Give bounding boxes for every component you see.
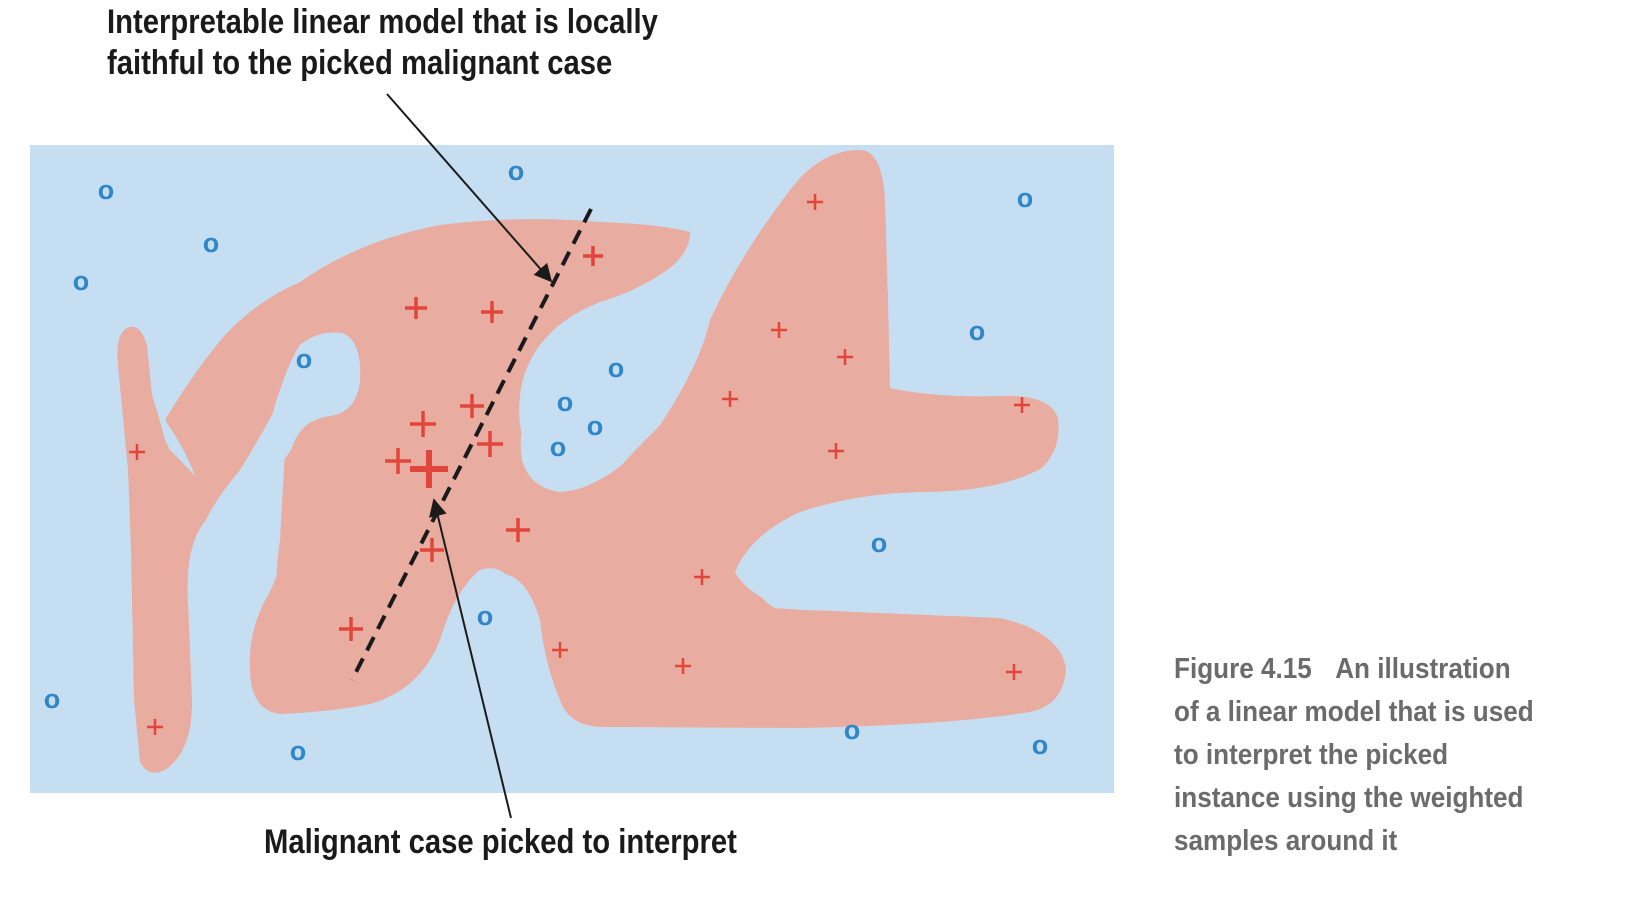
malignant-marker [552,642,568,658]
benign-marker: o [969,316,986,346]
malignant-marker [481,301,503,323]
benign-marker: o [73,266,90,296]
caption-text-1: An illustration [1335,653,1511,685]
picked-malignant-case-marker [410,450,448,488]
malignant-marker [477,431,503,457]
figure-caption: Figure 4.15 An illustration of a linear m… [1174,648,1634,863]
picked-case-arrow [429,498,512,819]
benign-marker: o [587,411,604,441]
malignant-marker [506,518,530,542]
malignant-marker [129,444,145,460]
malignant-marker [694,569,710,585]
linear-model-annotation: Interpretable linear model that is local… [107,2,827,84]
benign-marker: o [44,684,61,714]
benign-marker: o [290,736,307,766]
benign-marker: o [844,715,861,745]
malignant-marker [583,246,603,266]
malignant-marker [1006,664,1022,680]
malignant-marker [147,719,163,735]
malignant-marker [460,394,484,418]
local-linear-model-boundary [350,208,593,681]
malignant-marker [1014,397,1030,413]
malignant-marker [828,443,844,459]
malignant-marker [385,448,411,474]
malignant-marker [722,391,738,407]
caption-line-3: to interpret the picked [1174,739,1449,771]
linear-model-annotation-line-1: Interpretable linear model that is local… [107,3,658,41]
benign-marker: o [871,528,888,558]
figure-label: Figure 4.15 [1174,653,1312,685]
benign-markers: o o o o o o o o o o o o o o o o o [44,156,1049,766]
malignant-marker [410,411,436,437]
benign-marker: o [1017,183,1034,213]
malignant-marker [771,322,787,338]
caption-line-5: samples around it [1174,825,1398,857]
picked-case-annotation: Malignant case picked to interpret [264,823,737,861]
linear-model-annotation-line-2: faithful to the picked malignant case [107,44,613,82]
caption-line-2: of a linear model that is used [1174,696,1534,728]
benign-marker: o [550,432,567,462]
malignant-marker [807,194,823,210]
benign-marker: o [296,344,313,374]
linear-model-arrow [386,93,553,283]
caption-line-1: Figure 4.15 An illustration [1174,648,1588,691]
malignant-marker [837,349,853,365]
malignant-marker [405,297,427,319]
benign-marker: o [557,387,574,417]
benign-marker: o [1032,730,1049,760]
benign-marker: o [508,156,525,186]
benign-marker: o [203,228,220,258]
malignant-marker [675,658,691,674]
caption-line-4: instance using the weighted [1174,782,1524,814]
benign-pockets [269,290,1043,652]
benign-marker: o [98,175,115,205]
malignant-marker [420,538,444,562]
benign-marker: o [477,601,494,631]
benign-marker: o [608,353,625,383]
malignant-marker [339,617,363,641]
malignant-markers [129,194,1030,735]
